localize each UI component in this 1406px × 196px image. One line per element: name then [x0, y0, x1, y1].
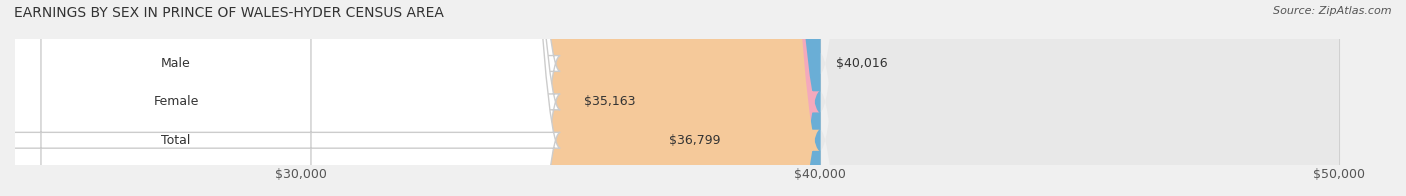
- FancyBboxPatch shape: [301, 0, 821, 196]
- FancyBboxPatch shape: [301, 0, 1339, 196]
- FancyBboxPatch shape: [0, 0, 560, 196]
- FancyBboxPatch shape: [301, 0, 1339, 196]
- FancyBboxPatch shape: [301, 0, 1339, 196]
- Text: $35,163: $35,163: [585, 95, 636, 108]
- Text: Male: Male: [162, 57, 191, 70]
- Text: $36,799: $36,799: [669, 134, 721, 147]
- Text: Female: Female: [153, 95, 198, 108]
- Text: EARNINGS BY SEX IN PRINCE OF WALES-HYDER CENSUS AREA: EARNINGS BY SEX IN PRINCE OF WALES-HYDER…: [14, 6, 444, 20]
- Text: $40,016: $40,016: [837, 57, 887, 70]
- FancyBboxPatch shape: [135, 0, 820, 196]
- FancyBboxPatch shape: [0, 0, 560, 196]
- FancyBboxPatch shape: [49, 0, 820, 196]
- FancyBboxPatch shape: [0, 0, 560, 196]
- Text: Source: ZipAtlas.com: Source: ZipAtlas.com: [1274, 6, 1392, 16]
- Text: Total: Total: [162, 134, 191, 147]
